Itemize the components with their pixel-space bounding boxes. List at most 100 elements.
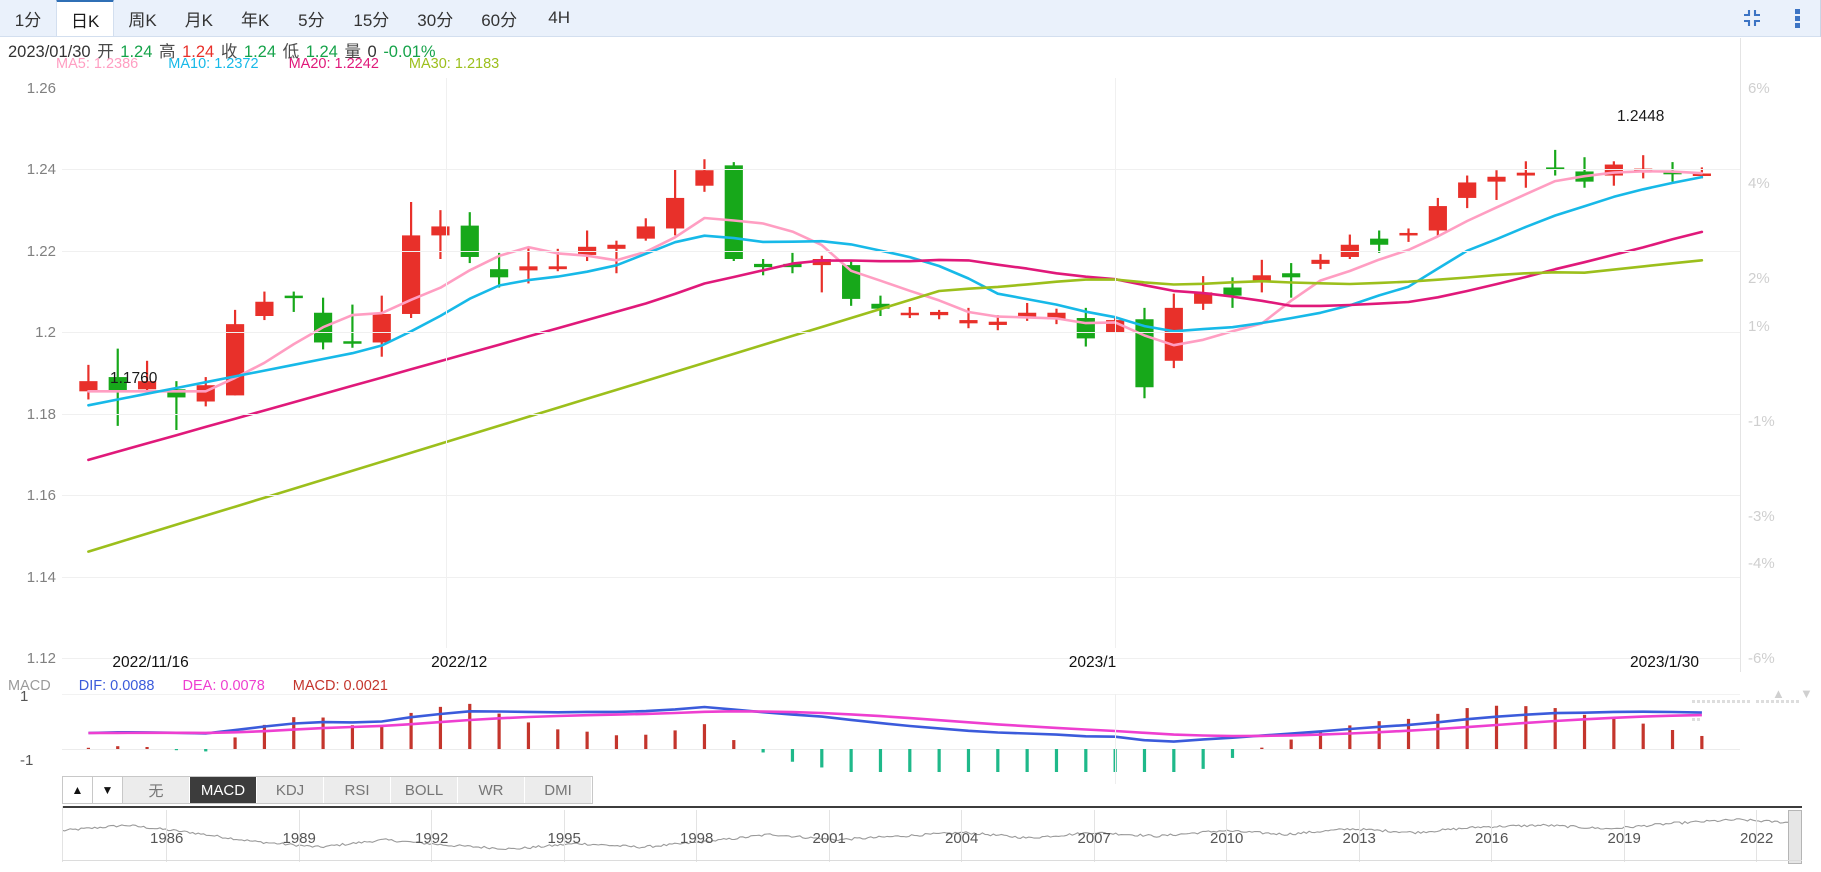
candle-body[interactable] [1018, 312, 1037, 319]
candle-body[interactable] [900, 312, 919, 316]
candle-body[interactable] [372, 313, 391, 343]
candle-body[interactable] [724, 165, 743, 259]
gridline-5 [62, 495, 1740, 497]
candle-body[interactable] [1194, 292, 1213, 304]
overview-year-1995: 1995 [547, 830, 581, 847]
macd-hist-bar [1641, 723, 1645, 749]
overview-range-handle[interactable] [1788, 810, 1802, 864]
candle-body[interactable] [1164, 307, 1183, 361]
macd-hist-bar [1524, 706, 1528, 749]
candle-body[interactable] [519, 266, 538, 271]
candle-body[interactable] [1428, 206, 1447, 231]
candle-body[interactable] [255, 301, 274, 316]
candle-body[interactable] [402, 235, 421, 314]
timeframe-tab-3[interactable]: 月K [184, 10, 214, 30]
indicator-tab-macd[interactable]: MACD [190, 777, 257, 803]
candle-body[interactable] [1399, 232, 1418, 236]
candle-body[interactable] [284, 295, 303, 299]
candle-body[interactable] [1458, 182, 1477, 198]
candle-body[interactable] [1047, 312, 1066, 320]
macd-hist-bar [1289, 739, 1293, 749]
ma-line-ma5 [87, 170, 1704, 393]
candle-body[interactable] [1692, 173, 1711, 177]
gridline-7 [62, 658, 1740, 659]
indicator-tab-rsi[interactable]: RSI [324, 777, 391, 803]
candle-body[interactable] [1135, 319, 1154, 388]
candle-body[interactable] [1546, 167, 1565, 170]
candle-body[interactable] [959, 320, 978, 324]
quote-info-line: 2023/01/30 开 1.24 高 1.24 收 1.24 低 1.24 量… [8, 38, 438, 62]
candle-body[interactable] [431, 226, 450, 236]
candle-body[interactable] [1282, 273, 1301, 278]
candle-body[interactable] [607, 244, 626, 249]
candle-body[interactable] [1516, 172, 1535, 176]
overview-left-edge [62, 806, 63, 862]
overview-minimap[interactable]: 1986 1989 1992 1995 1998 2001 2004 2007 2010 2013… [62, 806, 1802, 868]
timeframe-tab-5[interactable]: 5分 [298, 10, 325, 30]
timeframe-tab-7[interactable]: 30分 [417, 10, 454, 30]
timeframe-tab-9[interactable]: 4H [548, 8, 570, 27]
ma10-legend: MA10: 1.2372 [168, 56, 259, 72]
indicator-up-button[interactable]: ▲ [63, 777, 93, 803]
macd-hist-bar [526, 722, 531, 749]
candle-body[interactable] [1252, 275, 1271, 282]
timeframe-tab-0[interactable]: 1分 [14, 10, 42, 30]
indicator-tab-kdj[interactable]: KDJ [257, 777, 324, 803]
quote-low-label: 低 [282, 43, 300, 61]
candle-body[interactable] [871, 303, 890, 309]
timeframe-tab-2[interactable]: 周K [128, 10, 157, 30]
timeframe-tab-4[interactable]: 年K [241, 10, 270, 30]
indicator-tab-无[interactable]: 无 [123, 777, 190, 803]
macd-axis-bottom: -1 [20, 752, 34, 769]
macd-hist-bar [409, 712, 413, 749]
timeframe-tab-6[interactable]: 15分 [353, 10, 390, 30]
candle-body[interactable] [754, 263, 773, 268]
macd-plot[interactable] [62, 694, 1740, 772]
candle-body[interactable] [1370, 238, 1389, 245]
macd-hist-bar [644, 734, 648, 749]
candle-body[interactable] [548, 266, 567, 270]
macd-hist-bar [116, 746, 120, 749]
candle-body[interactable] [783, 263, 802, 268]
candle-body[interactable] [1487, 176, 1506, 182]
overview-year-1986: 1986 [150, 830, 184, 847]
timeframe-tab-1[interactable]: 日K [56, 0, 115, 36]
candle-body[interactable] [460, 225, 479, 257]
candle-body[interactable] [666, 197, 685, 229]
candle-body[interactable] [137, 381, 157, 390]
fullscreen-exit-icon[interactable] [1729, 0, 1775, 36]
macd-hist-bar [1553, 708, 1557, 749]
indicator-down-button[interactable]: ▼ [93, 777, 123, 803]
candle-body[interactable] [695, 170, 714, 186]
macd-scroll-down-icon[interactable]: ▼ [1800, 686, 1813, 701]
candle-body[interactable] [636, 226, 655, 239]
price-chart-panel[interactable]: 1.1760 1.2448 1.26 1.24 1.22 1.2 1.18 1.16 1.1… [0, 76, 1821, 667]
candle-body[interactable] [225, 324, 245, 396]
candle-body[interactable] [988, 321, 1007, 325]
candle-body[interactable] [79, 381, 98, 392]
macd-hist-bar [1494, 705, 1499, 749]
macd-panel[interactable]: MACD DIF: 0.0088 DEA: 0.0078 MACD: 0.002… [0, 678, 1821, 784]
overview-gridline-2 [431, 810, 432, 862]
macd-dif-line [88, 705, 1702, 743]
overview-year-2022: 2022 [1740, 830, 1774, 847]
more-vertical-icon[interactable] [1775, 0, 1821, 36]
indicator-tab-boll[interactable]: BOLL [391, 777, 458, 803]
candlestick-plot[interactable] [62, 88, 1740, 658]
candle-body[interactable] [812, 259, 831, 266]
indicator-tab-dmi[interactable]: DMI [525, 777, 592, 803]
candle-body[interactable] [930, 311, 949, 316]
timeframe-tab-8[interactable]: 60分 [481, 10, 518, 30]
candle-body[interactable] [108, 377, 127, 392]
candle-body[interactable] [1223, 287, 1242, 296]
macd-axis-top: 1 [20, 688, 29, 705]
indicator-selector-bar[interactable]: ▲ ▼ 无 MACD KDJ RSI BOLL WR DMI [62, 776, 593, 804]
macd-hist-bar [878, 749, 883, 772]
candle-body[interactable] [167, 389, 186, 398]
indicator-tab-wr[interactable]: WR [458, 777, 525, 803]
candle-body[interactable] [1311, 259, 1330, 264]
macd-scroll-up-icon[interactable]: ▲ [1772, 686, 1785, 701]
candle-body[interactable] [490, 269, 509, 278]
candle-body[interactable] [343, 341, 362, 344]
price-tick-1: 1.24 [26, 161, 56, 179]
